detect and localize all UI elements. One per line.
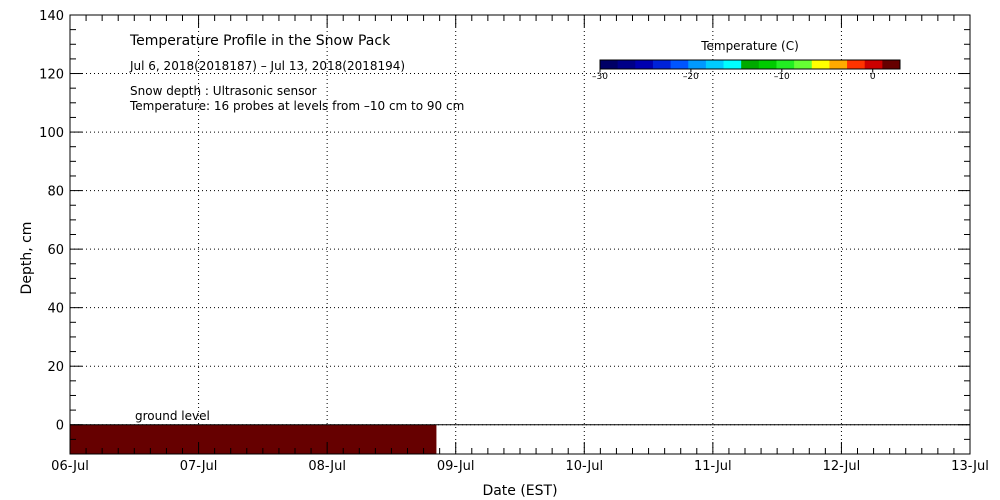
x-tick-label: 08-Jul bbox=[308, 459, 346, 474]
x-tick-label: 12-Jul bbox=[823, 459, 861, 474]
y-tick-label: 20 bbox=[47, 360, 64, 375]
x-tick-label: 07-Jul bbox=[180, 459, 218, 474]
colorbar-swatch bbox=[617, 60, 636, 69]
colorbar-swatch bbox=[882, 60, 901, 69]
colorbar-swatch bbox=[600, 60, 619, 69]
y-axis-title: Depth, cm bbox=[19, 222, 35, 295]
y-tick-label: 40 bbox=[47, 302, 64, 317]
temperature-cell bbox=[70, 424, 437, 454]
colorbar-border bbox=[599, 59, 901, 70]
colorbar-tick-label: 0 bbox=[870, 72, 876, 82]
chart-subtitle: Jul 6, 2018(2018187) – Jul 13, 2018(2018… bbox=[129, 59, 405, 73]
colorbar: –30 –20 –10 0 bbox=[592, 59, 901, 82]
y-tick-label: 120 bbox=[39, 68, 64, 83]
colorbar-swatch bbox=[829, 60, 848, 69]
y-tick-label: 60 bbox=[47, 243, 64, 258]
note-temperature-probes: Temperature: 16 probes at levels from –1… bbox=[129, 99, 464, 113]
colorbar-swatch bbox=[741, 60, 760, 69]
colorbar-swatch bbox=[847, 60, 866, 69]
plot-border bbox=[69, 14, 971, 455]
colorbar-swatch bbox=[776, 60, 795, 69]
x-tick-label: 09-Jul bbox=[437, 459, 475, 474]
colorbar-tick-label: –10 bbox=[774, 72, 790, 82]
chart-title: Temperature Profile in the Snow Pack bbox=[129, 33, 391, 49]
x-tick-label: 10-Jul bbox=[565, 459, 603, 474]
data-cells bbox=[70, 424, 437, 454]
colorbar-swatch bbox=[670, 60, 689, 69]
colorbar-swatch bbox=[723, 60, 742, 69]
ground-level-label: ground level bbox=[135, 409, 210, 423]
colorbar-swatch bbox=[794, 60, 813, 69]
colorbar-swatch bbox=[635, 60, 654, 69]
colorbar-swatch bbox=[688, 60, 707, 69]
colorbar-title: Temperature (C) bbox=[700, 39, 799, 53]
x-axis-title: Date (EST) bbox=[482, 483, 557, 499]
plot-frame bbox=[69, 14, 971, 455]
colorbar-swatch bbox=[652, 60, 672, 69]
axis-tick-labels: 0 20 40 60 80 100 120 140 06-Jul 07-Jul 08-Jul 09-J… bbox=[39, 9, 989, 474]
x-tick-label: 06-Jul bbox=[51, 459, 89, 474]
x-tick-label: 13-Jul bbox=[951, 459, 989, 474]
y-tick-label: 100 bbox=[39, 126, 64, 141]
y-tick-label: 140 bbox=[39, 9, 64, 24]
colorbar-swatch bbox=[705, 60, 725, 69]
colorbar-tick-label: –30 bbox=[592, 72, 608, 82]
axis-ticks bbox=[69, 14, 971, 455]
colorbar-swatch bbox=[758, 60, 777, 69]
y-tick-label: 80 bbox=[47, 185, 64, 200]
y-tick-label: 0 bbox=[56, 419, 64, 434]
colorbar-tick-label: –20 bbox=[683, 72, 699, 82]
gridlines bbox=[70, 15, 970, 454]
colorbar-swatch bbox=[811, 60, 830, 69]
x-tick-label: 11-Jul bbox=[694, 459, 732, 474]
note-snow-depth: Snow depth : Ultrasonic sensor bbox=[130, 84, 317, 98]
colorbar-swatch bbox=[864, 60, 883, 69]
